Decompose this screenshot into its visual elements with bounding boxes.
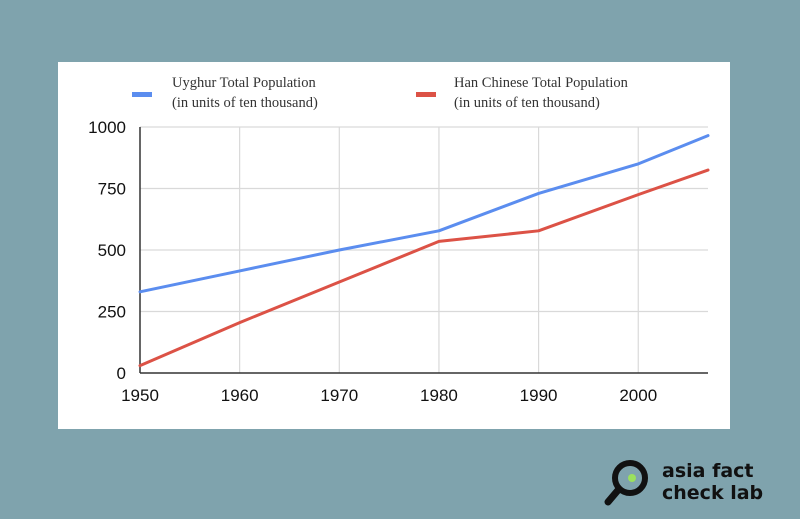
series-layer bbox=[138, 134, 710, 368]
x-tick-label: 1970 bbox=[320, 386, 358, 405]
series-line-1 bbox=[138, 168, 710, 368]
brand-line-1: asia fact bbox=[662, 460, 754, 482]
y-tick-label: 250 bbox=[98, 303, 126, 322]
x-tick-label: 1990 bbox=[520, 386, 558, 405]
x-tick-label: 1950 bbox=[121, 386, 159, 405]
y-tick-label: 1000 bbox=[88, 118, 126, 137]
legend-swatch-uyghur bbox=[132, 92, 152, 97]
legend-swatch-han bbox=[416, 92, 436, 97]
y-tick-label: 0 bbox=[117, 364, 126, 383]
legend: Uyghur Total Population (in units of ten… bbox=[132, 75, 629, 111]
grid bbox=[140, 126, 708, 373]
legend-sublabel-han: (in units of ten thousand) bbox=[454, 95, 600, 111]
legend-label-uyghur: Uyghur Total Population bbox=[172, 75, 316, 91]
y-tick-label: 500 bbox=[98, 241, 126, 260]
x-tick-label: 1960 bbox=[221, 386, 259, 405]
magnifier-icon bbox=[604, 460, 648, 506]
tick-labels: 0 250 500 750 1000 1950 1960 1970 1980 1990 2000 bbox=[88, 118, 657, 405]
brand-logo: asia fact check lab bbox=[604, 458, 784, 510]
axes bbox=[139, 127, 708, 374]
legend-label-han: Han Chinese Total Population bbox=[454, 75, 629, 91]
series-line-0 bbox=[138, 134, 710, 294]
y-tick-label: 750 bbox=[98, 180, 126, 199]
chart-card: Uyghur Total Population (in units of ten… bbox=[58, 62, 730, 429]
brand-line-2: check lab bbox=[662, 482, 764, 504]
x-tick-label: 1980 bbox=[420, 386, 458, 405]
legend-sublabel-uyghur: (in units of ten thousand) bbox=[172, 95, 318, 111]
line-chart: Uyghur Total Population (in units of ten… bbox=[88, 75, 710, 405]
x-tick-label: 2000 bbox=[619, 386, 657, 405]
